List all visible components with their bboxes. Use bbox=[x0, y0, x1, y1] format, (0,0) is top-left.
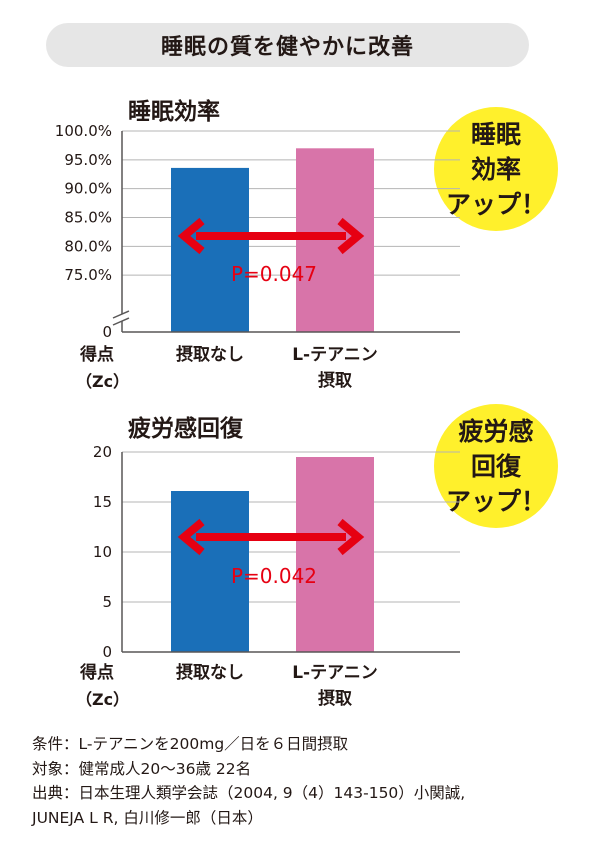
sleep-efficiency-chart: 0 75.0% 80.0% 85.0% 90.0% 95.0% 100.0% 摂取なし L-テア… bbox=[55, 122, 460, 391]
category-label: 摂取なし bbox=[176, 662, 244, 683]
y-axis-label: （Zc） bbox=[76, 690, 129, 709]
footnote-line: JUNEJA L R, 白川修一郎（日本） bbox=[32, 808, 263, 827]
chart-title-sleep: 睡眠効率 bbox=[128, 99, 220, 125]
p-value-annotation: P=0.042 bbox=[231, 564, 317, 588]
y-tick-label: 90.0% bbox=[64, 180, 112, 198]
footnote-line: 条件：L-テアニンを200mg／日を６日間摂取 bbox=[32, 735, 349, 753]
y-tick-label: 100.0% bbox=[55, 122, 112, 140]
arrowhead-right bbox=[337, 217, 365, 255]
header-pill: 睡眠の質を健やかに改善 bbox=[46, 23, 529, 67]
badge-line: アップ！ bbox=[445, 189, 546, 219]
badge-line: 回復 bbox=[470, 451, 521, 481]
y-tick-label: 95.0% bbox=[64, 151, 112, 169]
badge-sleep: 睡眠 効率 アップ！ bbox=[434, 107, 558, 231]
arrowhead-left bbox=[177, 518, 205, 556]
axis-break-mark bbox=[112, 310, 130, 319]
bar bbox=[171, 491, 249, 652]
y-axis-label: （Zc） bbox=[76, 372, 129, 391]
axis-break-mark bbox=[112, 317, 130, 326]
y-tick-label: 5 bbox=[102, 593, 112, 611]
p-value-annotation: P=0.047 bbox=[231, 262, 317, 286]
footnote-line: 出典：日本生理人類学会誌（2004, 9（4）143-150）小関誠, bbox=[32, 784, 466, 802]
footnote-line: 対象：健常成人20〜36歳 22名 bbox=[32, 759, 252, 778]
badge-line: 効率 bbox=[470, 154, 521, 184]
y-tick-label: 0 bbox=[102, 643, 112, 661]
footnotes: 条件：L-テアニンを200mg／日を６日間摂取 対象：健常成人20〜36歳 22… bbox=[32, 732, 465, 830]
chart-title-fatigue: 疲労感回復 bbox=[128, 416, 243, 442]
badge-line: 睡眠 bbox=[470, 119, 521, 149]
y-tick-label: 80.0% bbox=[64, 237, 112, 255]
y-axis-label: 得点 bbox=[79, 344, 114, 365]
header-title: 睡眠の質を健やかに改善 bbox=[160, 35, 414, 60]
y-tick-label: 10 bbox=[93, 543, 112, 561]
bar bbox=[296, 457, 374, 652]
y-tick-label: 15 bbox=[93, 493, 112, 511]
y-tick-label: 85.0% bbox=[64, 209, 112, 227]
category-label: 摂取 bbox=[318, 370, 352, 391]
arrowhead-right bbox=[337, 518, 365, 556]
arrowhead-left bbox=[177, 217, 205, 255]
bar bbox=[171, 167, 249, 332]
category-label: 摂取なし bbox=[176, 344, 244, 365]
category-label: L-テアニン bbox=[292, 345, 378, 365]
bar bbox=[296, 148, 374, 332]
y-tick-label: 20 bbox=[93, 443, 112, 461]
category-label: 摂取 bbox=[318, 688, 352, 709]
badge-line: 疲労感 bbox=[458, 416, 534, 446]
category-label: L-テアニン bbox=[292, 663, 378, 683]
y-axis-label: 得点 bbox=[79, 662, 114, 683]
y-tick-label: 75.0% bbox=[64, 266, 112, 284]
badge-line: アップ！ bbox=[445, 486, 546, 516]
badge-fatigue: 疲労感 回復 アップ！ bbox=[434, 404, 558, 528]
y-tick-label: 0 bbox=[102, 323, 112, 341]
